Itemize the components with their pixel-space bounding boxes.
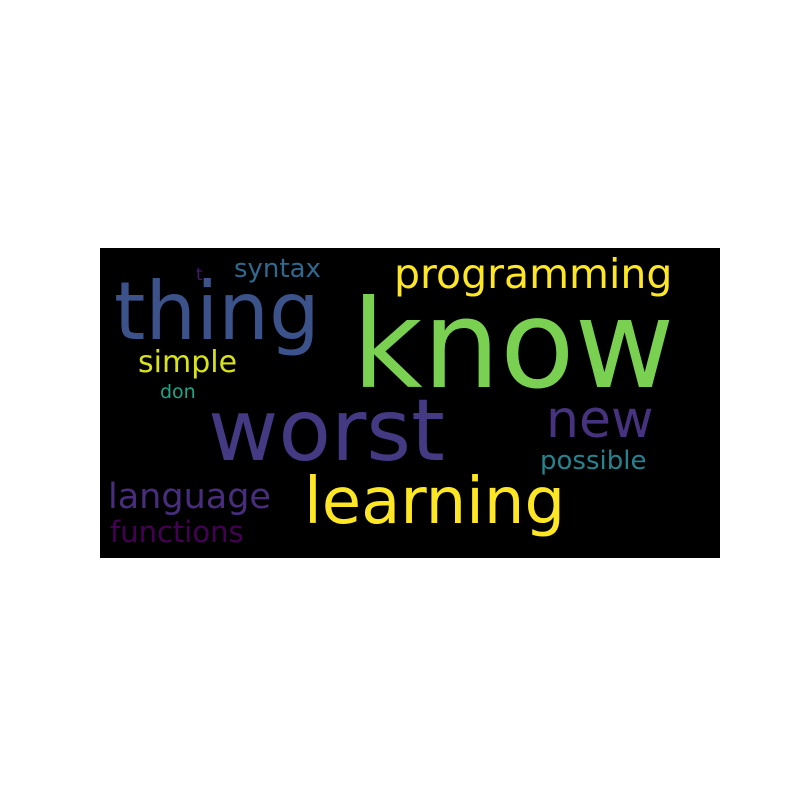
word-thing: thing (114, 265, 320, 358)
word-know: know (352, 274, 675, 416)
word-cloud-panel: know worst thing learning programming ne… (100, 248, 720, 558)
word-new: new (546, 390, 654, 450)
word-worst: worst (208, 381, 445, 481)
word-language: language (108, 477, 271, 517)
word-t: t (196, 265, 203, 285)
word-don: don (160, 381, 196, 403)
word-learning: learning (304, 465, 566, 539)
word-possible: possible (540, 446, 647, 476)
word-syntax: syntax (234, 254, 321, 284)
word-programming: programming (394, 250, 673, 298)
word-functions: functions (110, 515, 244, 549)
word-simple: simple (138, 345, 238, 380)
